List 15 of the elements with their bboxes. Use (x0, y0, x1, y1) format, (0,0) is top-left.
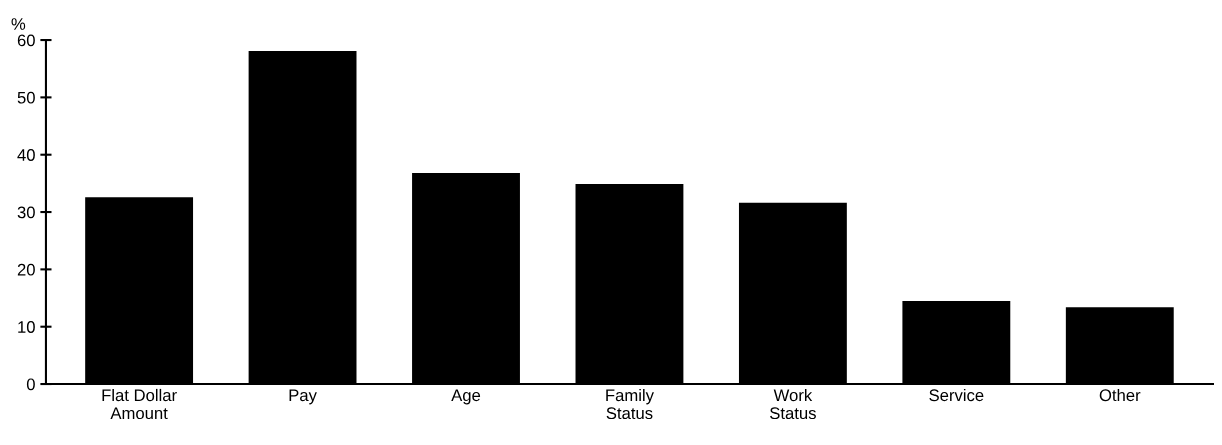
x-tick-label: Pay (289, 389, 317, 405)
y-tick-label: 40 (17, 149, 35, 161)
x-tick-label: Family Status (606, 388, 654, 420)
y-axis-title: % (11, 18, 26, 30)
y-tick-label: 50 (17, 91, 35, 104)
x-tick-label: Service (929, 388, 984, 402)
x-tick-label: Other (1099, 388, 1141, 402)
y-tick-label: 20 (17, 263, 35, 276)
y-tick-label: 30 (17, 206, 35, 219)
x-tick-label: Age (451, 389, 481, 405)
x-tick-label: Work Status (770, 388, 816, 420)
x-tick-label: Flat Dollar Amount (102, 388, 177, 420)
y-tick-label: 0 (26, 378, 35, 391)
y-tick-label: 10 (18, 321, 35, 333)
y-tick-label: 60 (17, 34, 35, 47)
